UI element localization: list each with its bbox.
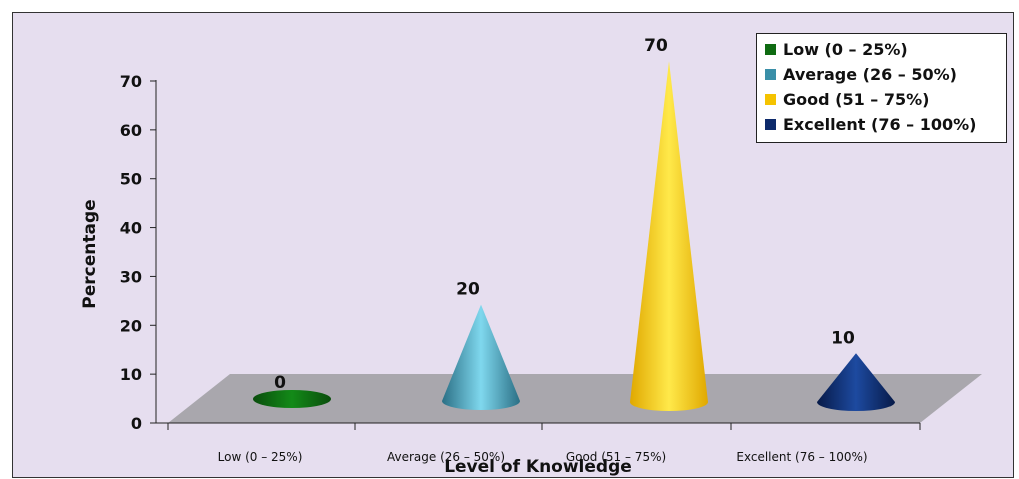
legend: Low (0 – 25%) Average (26 – 50%) Good (51 … xyxy=(756,33,1007,143)
value-label: 70 xyxy=(644,36,668,56)
x-axis-title: Level of Knowledge xyxy=(444,457,632,477)
legend-label: Good (51 – 75%) xyxy=(783,90,930,109)
value-label: 10 xyxy=(831,328,855,348)
y-tick-label: 40 xyxy=(120,219,142,238)
legend-swatch xyxy=(765,94,776,105)
chart-floor xyxy=(168,374,982,423)
y-tick-label: 20 xyxy=(120,316,142,335)
legend-swatch xyxy=(765,44,776,55)
legend-item: Low (0 – 25%) xyxy=(765,37,998,62)
value-label: 20 xyxy=(456,280,480,300)
legend-label: Excellent (76 – 100%) xyxy=(783,115,977,134)
legend-swatch xyxy=(765,69,776,80)
category-label: Average (26 – 50%) xyxy=(387,450,505,464)
legend-label: Average (26 – 50%) xyxy=(783,65,957,84)
y-tick-label: 30 xyxy=(120,267,142,286)
category-label: Excellent (76 – 100%) xyxy=(736,450,867,464)
y-tick-label: 70 xyxy=(120,72,142,91)
legend-item: Average (26 – 50%) xyxy=(765,62,998,87)
cone-bar xyxy=(442,304,520,410)
y-tick-label: 60 xyxy=(120,121,142,140)
legend-item: Good (51 – 75%) xyxy=(765,87,998,112)
y-tick-label: 50 xyxy=(120,170,142,189)
legend-label: Low (0 – 25%) xyxy=(783,40,908,59)
y-tick-label: 10 xyxy=(120,365,142,384)
cone-flat-0 xyxy=(253,390,331,408)
legend-item: Excellent (76 – 100%) xyxy=(765,112,998,137)
y-axis-title: Percentage xyxy=(80,199,100,308)
category-label: Low (0 – 25%) xyxy=(218,450,303,464)
category-label: Good (51 – 75%) xyxy=(566,450,666,464)
legend-swatch xyxy=(765,119,776,130)
cone-bar xyxy=(630,61,708,411)
y-tick-label: 0 xyxy=(131,414,142,433)
cone-bar xyxy=(817,353,895,411)
value-label: 0 xyxy=(274,373,286,393)
